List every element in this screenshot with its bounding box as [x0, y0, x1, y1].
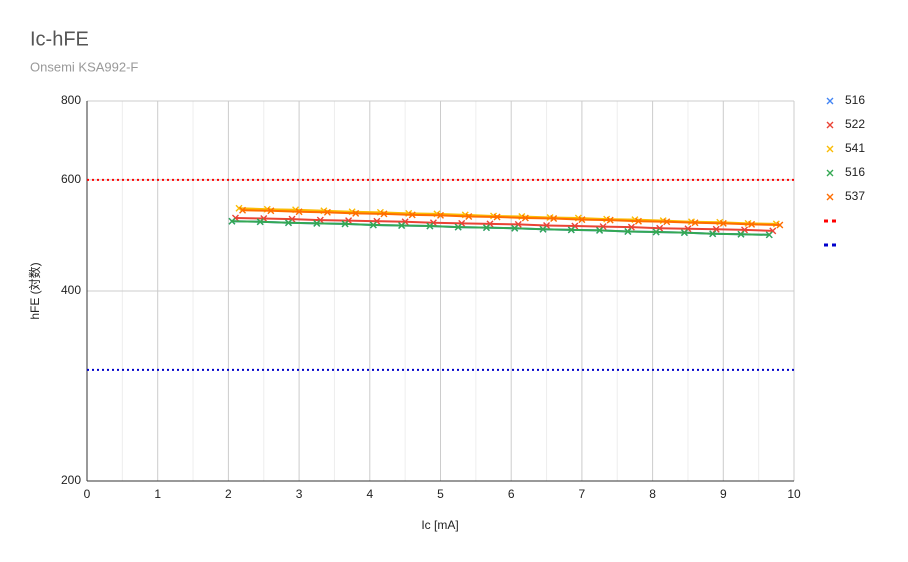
x-tick-label: 9 [720, 487, 727, 501]
data-point [482, 224, 490, 232]
y-axis-label: hFE (対数) [27, 262, 42, 319]
data-point [398, 221, 406, 229]
data-point [341, 220, 349, 228]
data-point [239, 206, 247, 214]
legend-label: 522 [845, 117, 865, 131]
data-point [606, 216, 614, 224]
data-point [235, 204, 243, 212]
x-tick-label: 8 [649, 487, 656, 501]
data-point [663, 218, 671, 226]
y-tick-label: 600 [61, 172, 81, 186]
legend-marker [826, 121, 834, 129]
data-point [408, 211, 416, 219]
data-point [267, 207, 275, 215]
data-point [748, 220, 756, 228]
series-line [242, 209, 780, 226]
series-line [235, 217, 773, 232]
x-tick-label: 10 [787, 487, 801, 501]
legend-label: 516 [845, 165, 865, 179]
x-tick-label: 4 [366, 487, 373, 501]
data-point [596, 226, 604, 234]
x-tick-label: 3 [296, 487, 303, 501]
data-point [737, 230, 745, 238]
data-point [454, 223, 462, 231]
y-tick-label: 400 [61, 283, 81, 297]
data-point [691, 219, 699, 227]
legend-marker [826, 145, 834, 153]
data-point [550, 215, 558, 223]
data-point [465, 212, 473, 220]
x-tick-label: 7 [579, 487, 586, 501]
data-point [719, 219, 727, 227]
x-axis-label: Ic [mA] [421, 518, 458, 532]
data-point [256, 218, 264, 226]
data-point [323, 208, 331, 216]
data-point [521, 214, 529, 222]
data-point [295, 208, 303, 216]
data-point [567, 226, 575, 234]
chart-subtitle: Onsemi KSA992-F [30, 59, 138, 74]
x-tick-label: 5 [437, 487, 444, 501]
data-point [437, 211, 444, 219]
legend-label: 516 [845, 93, 865, 107]
data-point [776, 221, 784, 229]
data-point [624, 227, 632, 235]
y-tick-label: 200 [61, 473, 81, 487]
data-point [380, 210, 388, 218]
series-line [231, 220, 770, 236]
x-tick-label: 0 [84, 487, 91, 501]
x-tick-label: 1 [154, 487, 161, 501]
data-point [426, 222, 434, 230]
data-point [493, 213, 501, 221]
legend-label: 537 [845, 189, 865, 203]
data-point [539, 225, 547, 233]
data-point [634, 217, 642, 225]
x-tick-label: 6 [508, 487, 515, 501]
legend-label: 541 [845, 141, 865, 155]
data-point [680, 229, 688, 237]
data-point [765, 231, 773, 239]
legend-marker [826, 169, 834, 177]
data-point [369, 221, 377, 229]
data-point [285, 219, 292, 227]
y-tick-label: 800 [61, 93, 81, 107]
legend-marker [826, 193, 834, 201]
data-point [511, 224, 519, 232]
chart-title: Ic-hFE [30, 28, 89, 50]
data-point [652, 228, 660, 236]
data-point [313, 219, 321, 227]
x-tick-label: 2 [225, 487, 232, 501]
data-point [228, 217, 236, 225]
data-point [709, 230, 717, 238]
data-point [352, 209, 360, 217]
legend-marker [826, 97, 834, 105]
data-point [578, 216, 586, 224]
